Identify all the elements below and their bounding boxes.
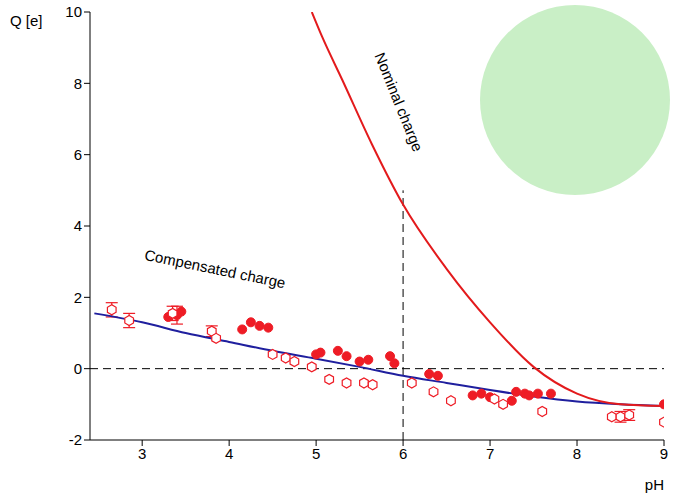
svg-text:8: 8: [74, 75, 82, 92]
svg-text:6: 6: [74, 146, 82, 163]
svg-text:8: 8: [573, 445, 581, 462]
svg-text:10: 10: [65, 3, 82, 20]
svg-text:3: 3: [138, 445, 146, 462]
svg-text:0: 0: [74, 360, 82, 377]
svg-text:7: 7: [486, 445, 494, 462]
svg-text:4: 4: [225, 445, 233, 462]
svg-text:9: 9: [660, 445, 668, 462]
svg-text:Q [e]: Q [e]: [10, 12, 43, 29]
svg-text:6: 6: [399, 445, 407, 462]
svg-text:pH: pH: [645, 476, 664, 493]
svg-text:-2: -2: [69, 431, 82, 448]
svg-text:4: 4: [74, 217, 82, 234]
svg-text:Compensated charge: Compensated charge: [143, 246, 287, 291]
svg-text:Nominal charge: Nominal charge: [372, 50, 427, 154]
svg-text:5: 5: [312, 445, 320, 462]
svg-text:2: 2: [74, 289, 82, 306]
